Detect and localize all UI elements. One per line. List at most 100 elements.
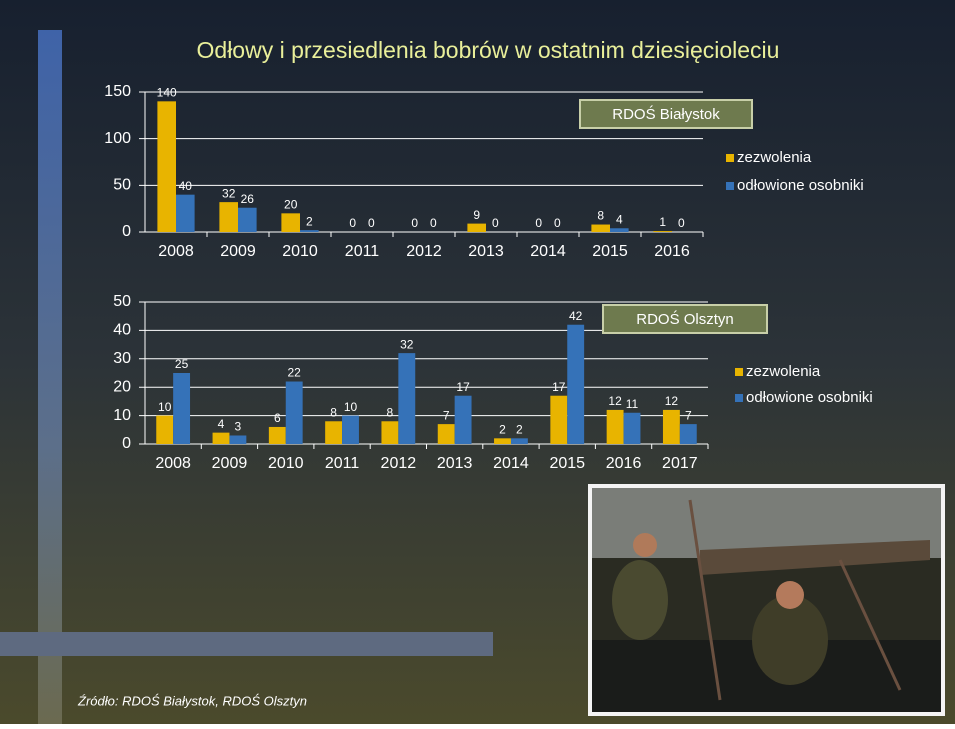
bar xyxy=(653,231,672,232)
data-label: 0 xyxy=(349,216,356,230)
data-label: 0 xyxy=(554,216,561,230)
data-label: 22 xyxy=(288,366,302,380)
photo xyxy=(588,484,945,716)
bar xyxy=(229,435,247,444)
x-tick-label: 2011 xyxy=(345,243,380,260)
bar xyxy=(467,223,486,232)
y-tick-label: 100 xyxy=(104,130,131,147)
decor-bar xyxy=(0,632,493,656)
annotation-box xyxy=(579,99,753,129)
data-label: 2 xyxy=(499,422,506,436)
bar xyxy=(454,395,472,444)
bar xyxy=(623,412,641,444)
bar xyxy=(342,415,359,444)
x-tick-label: 2008 xyxy=(155,455,191,472)
data-label: 7 xyxy=(443,408,450,422)
x-tick-label: 2015 xyxy=(549,455,585,472)
data-label: 0 xyxy=(411,216,418,230)
legend-swatch xyxy=(726,182,734,190)
annotation: RDOŚ Białystok xyxy=(612,105,720,123)
bar xyxy=(679,424,697,444)
data-label: 3 xyxy=(235,420,242,434)
data-label: 0 xyxy=(678,216,685,230)
data-label: 4 xyxy=(218,417,225,431)
bar xyxy=(567,324,585,444)
y-tick-label: 0 xyxy=(122,435,131,452)
data-label: 32 xyxy=(400,337,414,351)
x-tick-label: 2008 xyxy=(158,243,194,260)
bar xyxy=(325,421,343,444)
legend-swatch xyxy=(726,154,734,162)
x-tick-label: 2016 xyxy=(606,455,642,472)
bar xyxy=(268,426,286,444)
x-tick-label: 2009 xyxy=(212,455,248,472)
data-label: 2 xyxy=(306,214,313,228)
x-tick-label: 2015 xyxy=(592,243,628,260)
bar xyxy=(398,353,416,444)
x-tick-label: 2017 xyxy=(662,455,698,472)
x-tick-label: 2012 xyxy=(406,243,442,260)
annotation: RDOŚ Olsztyn xyxy=(636,310,734,328)
bar xyxy=(176,194,195,232)
data-label: 42 xyxy=(569,309,583,323)
bar xyxy=(238,207,257,232)
y-tick-label: 20 xyxy=(113,378,131,395)
x-tick-label: 2012 xyxy=(381,455,417,472)
x-tick-label: 2011 xyxy=(325,455,360,472)
y-tick-label: 150 xyxy=(104,83,131,100)
data-label: 25 xyxy=(175,357,189,371)
data-label: 0 xyxy=(492,216,499,230)
data-label: 6 xyxy=(274,411,281,425)
legend-swatch xyxy=(735,394,743,402)
data-label: 11 xyxy=(626,397,639,411)
legend-label: odłowione osobniki xyxy=(737,177,864,194)
x-tick-label: 2014 xyxy=(493,455,529,472)
x-tick-label: 2009 xyxy=(220,243,256,260)
x-tick-label: 2010 xyxy=(282,243,318,260)
data-label: 40 xyxy=(179,179,193,193)
bar xyxy=(591,224,610,232)
y-tick-label: 0 xyxy=(122,223,131,240)
data-label: 17 xyxy=(456,380,470,394)
y-tick-label: 50 xyxy=(113,177,131,194)
data-label: 8 xyxy=(597,209,604,223)
x-tick-label: 2013 xyxy=(468,243,504,260)
bar xyxy=(381,421,399,444)
data-label: 9 xyxy=(473,208,480,222)
y-tick-label: 40 xyxy=(113,322,131,339)
data-label: 26 xyxy=(241,192,255,206)
bar xyxy=(300,230,319,232)
bar xyxy=(173,373,191,444)
legend-label: odłowione osobniki xyxy=(746,389,873,406)
data-label: 12 xyxy=(665,394,679,408)
slide-title: Odłowy i przesiedlenia bobrów w ostatnim… xyxy=(197,37,780,63)
bar xyxy=(281,213,300,232)
data-label: 0 xyxy=(535,216,542,230)
data-label: 4 xyxy=(616,212,623,226)
data-label: 12 xyxy=(608,394,622,408)
data-label: 7 xyxy=(685,408,692,422)
x-tick-label: 2014 xyxy=(530,243,566,260)
y-tick-label: 50 xyxy=(113,293,131,310)
data-label: 32 xyxy=(222,186,236,200)
bar xyxy=(157,101,176,232)
data-label: 140 xyxy=(157,86,177,100)
data-label: 1 xyxy=(659,215,666,229)
data-label: 10 xyxy=(344,400,358,414)
annotation-box xyxy=(602,304,768,334)
bar xyxy=(550,395,568,444)
bar xyxy=(219,202,238,232)
source: Źródło: RDOŚ Białystok, RDOŚ Olsztyn xyxy=(77,693,307,708)
y-tick-label: 30 xyxy=(113,350,131,367)
data-label: 8 xyxy=(330,405,337,419)
data-label: 17 xyxy=(552,380,566,394)
legend-label: zezwolenia xyxy=(746,363,821,380)
x-tick-label: 2016 xyxy=(654,243,690,260)
data-label: 8 xyxy=(387,405,394,419)
decor-bar xyxy=(38,30,62,724)
bar xyxy=(285,381,303,444)
legend-label: zezwolenia xyxy=(737,149,812,166)
bar xyxy=(212,432,230,444)
x-tick-label: 2013 xyxy=(437,455,473,472)
